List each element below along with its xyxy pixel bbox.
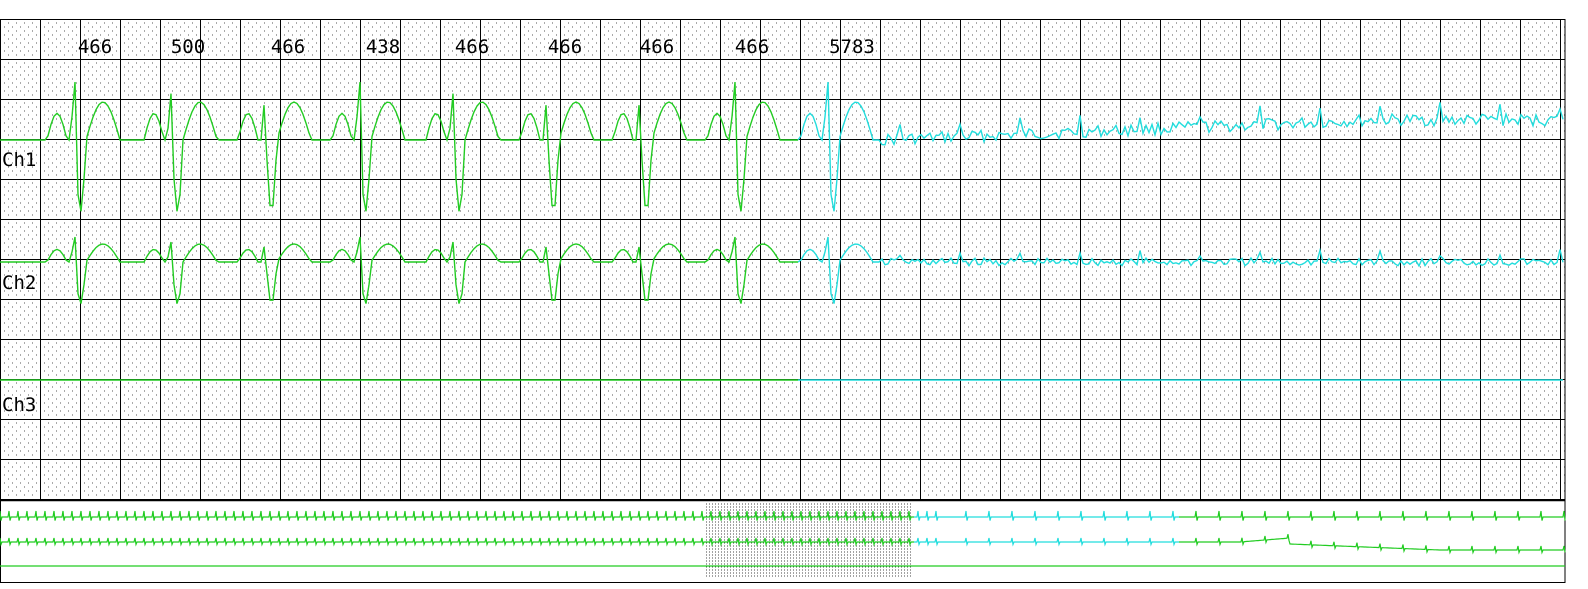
ecg-traces [0, 81, 1564, 381]
overview-trace [1179, 510, 1566, 521]
rr-interval-label: 438 [366, 36, 400, 58]
rr-interval-label: 466 [78, 36, 112, 58]
trace-ch1-cyan [797, 81, 1564, 212]
rr-interval-label: 466 [640, 36, 674, 58]
overview-window-highlight[interactable] [706, 503, 911, 577]
overview-trace [0, 510, 914, 521]
rr-interval-label: 500 [171, 36, 205, 58]
overview-trace [914, 510, 1179, 521]
rr-interval-label: 466 [548, 36, 582, 58]
rr-interval-label: 466 [455, 36, 489, 58]
trace-ch2-cyan [797, 236, 1564, 304]
strip-border [0, 19, 1566, 583]
trace-ch1-green [0, 81, 798, 212]
grid-minor-dots [4, 22, 1565, 496]
channel-label-ch1: Ch1 [2, 149, 36, 171]
rr-interval-label: 466 [271, 36, 305, 58]
overview-trace [1179, 534, 1566, 555]
ecg-grid [0, 19, 1566, 583]
rr-interval-label: 5783 [829, 36, 875, 58]
overview-trace [914, 537, 1179, 547]
overview-trace [0, 537, 914, 547]
ecg-labels: 466 500 466 438 466 466 466 466 5783 Ch1 Ch2 Ch3 [2, 36, 875, 416]
channel-label-ch2: Ch2 [2, 272, 36, 294]
trace-ch2-green [0, 236, 798, 304]
overview-strip[interactable] [0, 503, 1566, 577]
channel-label-ch3: Ch3 [2, 394, 36, 416]
rr-interval-label: 466 [735, 36, 769, 58]
